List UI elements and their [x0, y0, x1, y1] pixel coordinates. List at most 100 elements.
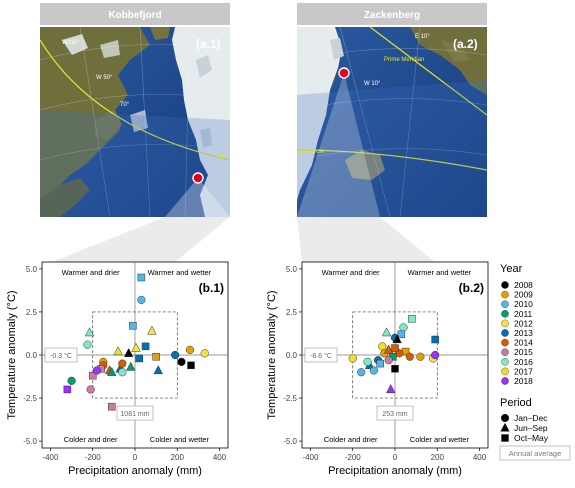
site-title: Zackenberg [364, 10, 420, 21]
avg-temperature-box [304, 347, 338, 363]
map-annotation: E 10° [415, 34, 430, 40]
site-location-marker [338, 67, 350, 79]
legend-label-2015: 2015 [514, 347, 533, 357]
legend-label-2010: 2010 [514, 299, 533, 309]
legend-swatch-2010 [501, 300, 509, 309]
map-panel-label: (a.2) [453, 37, 478, 51]
data-point-2011-triangle [126, 361, 136, 371]
data-point-2010-circle [357, 368, 366, 377]
legend-period-label: Jun–Sep [514, 423, 548, 433]
data-point-2010-square [376, 359, 384, 368]
legend-annual-average-label: Annual average [509, 449, 562, 458]
data-point-2015-circle [384, 356, 393, 365]
legend-swatch-2012 [501, 319, 509, 328]
quadrant-label-warmer-drier: Warmer and drier [322, 268, 381, 277]
data-point-2010-circle [369, 366, 378, 375]
data-point-2018-square [63, 385, 72, 394]
legend-shape-circle [500, 413, 510, 423]
legend-period-title: Period [500, 397, 532, 409]
site-strip-kobbefjord: Kobbefjord [40, 3, 230, 25]
legend-swatch-2013 [501, 329, 509, 337]
avg-precipitation-box [376, 405, 414, 421]
avg-precipitation-box [116, 405, 154, 421]
legend-swatch-2014 [501, 338, 509, 347]
legend-label-2016: 2016 [514, 357, 533, 367]
legend-swatch-2009 [501, 290, 509, 299]
y-tick-label: 0.0 [26, 351, 38, 360]
avg-precipitation-label: 253 mm [382, 411, 407, 418]
data-point-2015-square [88, 371, 97, 380]
data-point-2016-circle [399, 323, 408, 332]
map-kobbefjord [40, 27, 230, 217]
x-axis-title: Precipitation anomaly (mm) [328, 465, 462, 477]
quadrant-label-colder-wetter: Colder and wetter [150, 435, 210, 444]
data-point-2015-square [108, 402, 116, 411]
data-point-2010-circle [137, 295, 146, 304]
quadrant-label-warmer-drier: Warmer and drier [62, 268, 121, 277]
quadrant-label-warmer-wetter: Warmer and wetter [408, 268, 472, 277]
legend-label-2018: 2018 [514, 376, 533, 386]
legend-label-2014: 2014 [514, 338, 533, 348]
data-point-2016-triangle [381, 327, 392, 337]
map-annotation: W110° [62, 40, 80, 46]
data-point-2012-circle [200, 349, 209, 358]
data-point-2016-square [408, 315, 416, 323]
y-tick-label: -5.0 [283, 437, 297, 446]
data-point-2008-square [391, 365, 399, 373]
scatter-chart-kobbefjord: -400 -200 0 200 400 -5.0 -2.5 0.0 2.5 5.0 Precipit… [6, 261, 229, 477]
map-annotation: ctic Circle [298, 149, 325, 155]
data-point-2014-circle [405, 352, 414, 361]
legend-label-2008: 2008 [514, 280, 533, 290]
y-tick-label: -5.0 [23, 437, 37, 446]
chart-panel-label: (b.1) [199, 281, 224, 295]
legend-swatch-2017 [501, 367, 509, 376]
data-point-2018-triangle [386, 384, 396, 394]
map-annotation: 70° [120, 102, 130, 108]
data-point-2014-triangle [383, 344, 394, 354]
avg-temperature-label: -0.3 °C [50, 352, 72, 360]
zoom-connector [297, 217, 435, 262]
data-point-2014-circle [118, 359, 127, 368]
map-annotation: An [218, 154, 225, 160]
x-tick-label: 0 [393, 453, 398, 462]
avg-temperature-label: -8.6 °C [310, 352, 332, 360]
data-point-2013-triangle [153, 365, 164, 375]
y-tick-label: 5.0 [286, 265, 298, 274]
y-axis-title: Temperature anomaly (°C) [266, 290, 278, 419]
legend-swatch-2015 [501, 348, 509, 357]
scatter-chart-zackenberg: -400 -200 0 200 400 -5.0 -2.5 0.0 2.5 5.0 Precipit… [266, 261, 489, 477]
legend-shape-triangle [500, 422, 510, 432]
quadrant-label-colder-drier: Colder and drier [64, 435, 118, 444]
data-point-2008-square [187, 361, 195, 370]
legend-swatch-2008 [501, 281, 509, 289]
data-point-2013-square [431, 335, 439, 344]
x-tick-label: 200 [171, 453, 185, 462]
legend: Year 200820092010201120122013201420152016… [499, 263, 571, 461]
data-point-2009-circle [416, 352, 425, 361]
data-point-2016-triangle [84, 327, 95, 337]
data-point-2008-triangle [123, 347, 134, 357]
data-point-2016-circle [83, 340, 92, 349]
legend-swatch-2018 [501, 377, 509, 385]
quadrant-label-warmer-wetter: Warmer and wetter [148, 268, 212, 277]
legend-label-2011: 2011 [514, 309, 533, 319]
data-point-2016-circle [118, 368, 127, 377]
y-tick-label: -2.5 [23, 394, 37, 403]
y-tick-label: 2.5 [286, 308, 298, 317]
map-annotation: W 50° [96, 75, 113, 81]
data-point-2018-circle [431, 350, 440, 360]
data-point-2010-square [137, 273, 146, 282]
map-zackenberg [297, 27, 487, 217]
x-tick-label: 200 [431, 453, 445, 462]
chart-panel-label: (b.2) [459, 281, 484, 295]
data-point-2014-square [391, 344, 399, 352]
data-point-2010-square [397, 330, 406, 339]
site-title: Kobbefjord [108, 10, 161, 21]
y-axis-title: Temperature anomaly (°C) [6, 290, 18, 419]
data-point-2008-triangle [392, 334, 402, 344]
x-tick-label: -400 [42, 453, 59, 462]
data-point-2012-triangle [131, 342, 141, 352]
legend-label-2009: 2009 [514, 290, 533, 300]
legend-annual-average-box [499, 445, 571, 461]
